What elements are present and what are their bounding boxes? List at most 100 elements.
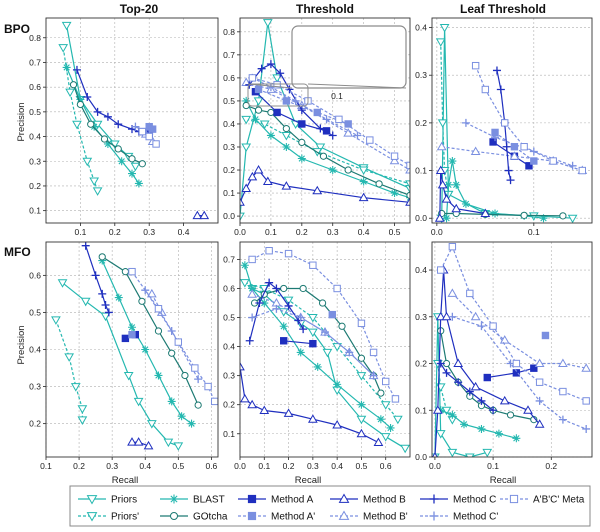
x-tick-label: 0.0 xyxy=(234,227,246,237)
series-line xyxy=(144,289,199,380)
point-triangle-up xyxy=(558,358,568,368)
series-method-a xyxy=(280,337,317,348)
point-square xyxy=(210,397,218,406)
x-tick-label: 0.2 xyxy=(109,227,121,237)
point-triangle-down xyxy=(332,343,343,352)
point-triangle-up xyxy=(240,197,245,206)
point-triangle-down xyxy=(356,372,367,381)
point-square xyxy=(483,373,491,382)
point-triangle-up xyxy=(373,437,384,446)
point-triangle-up xyxy=(143,440,154,450)
point-asterisk xyxy=(177,412,186,421)
series-line xyxy=(440,245,587,402)
point-triangle-down xyxy=(439,24,450,33)
point-triangle-up xyxy=(127,437,137,446)
point-square xyxy=(328,310,336,319)
point-plus xyxy=(454,378,463,387)
point-triangle-down xyxy=(240,279,250,288)
point-asterisk xyxy=(333,380,342,389)
point-asterisk xyxy=(376,415,385,424)
ylabel-mfo: Precision xyxy=(16,325,27,364)
series-blast xyxy=(436,406,521,443)
point-triangle-up xyxy=(480,208,491,217)
point-triangle-down xyxy=(80,297,91,307)
point-square xyxy=(247,494,257,504)
panel-mfo-top-20: 0.1 0.2 0.3 0.4 0.5 0.6 0.2 0.3 0.4 0.5 0.6 xyxy=(29,241,219,471)
point-asterisk xyxy=(296,348,305,357)
point-triangle-up xyxy=(338,493,350,503)
y-tick-label: 0.3 xyxy=(223,371,235,381)
point-plus xyxy=(461,118,470,127)
point-plus xyxy=(322,115,331,124)
point-circle xyxy=(344,166,352,174)
point-circle xyxy=(100,135,109,143)
point-plus xyxy=(103,112,112,121)
series-method-c- xyxy=(461,118,577,170)
point-asterisk xyxy=(444,180,453,189)
x-tick-label: 0.1 xyxy=(528,227,540,237)
point-asterisk xyxy=(279,322,288,331)
point-square xyxy=(145,132,153,141)
point-square xyxy=(582,397,590,405)
series-line xyxy=(283,340,313,345)
point-square xyxy=(335,115,343,124)
point-square xyxy=(248,74,257,82)
series-method-b- xyxy=(447,288,592,372)
series-line xyxy=(101,260,192,425)
point-triangle-down xyxy=(86,495,98,505)
legend-item-method-c-: Method C' xyxy=(420,511,498,523)
point-asterisk xyxy=(452,180,461,189)
point-square xyxy=(535,378,544,386)
point-plus xyxy=(91,271,100,280)
point-asterisk xyxy=(134,179,143,188)
point-asterisk xyxy=(103,139,112,148)
point-asterisk xyxy=(128,169,136,178)
point-triangle-down xyxy=(70,383,81,392)
point-plus xyxy=(442,368,451,377)
point-triangle-up xyxy=(432,451,438,457)
point-square xyxy=(530,157,538,165)
point-asterisk xyxy=(436,406,445,415)
y-tick-label: 0.0 xyxy=(415,213,427,223)
point-triangle-down xyxy=(57,279,68,288)
point-plus xyxy=(114,120,123,129)
legend-label: Priors xyxy=(111,495,137,506)
series-gotcha xyxy=(69,81,146,168)
point-square xyxy=(148,125,157,133)
x-tick-label: 0.5 xyxy=(356,461,368,471)
point-triangle-up xyxy=(389,155,400,165)
y-tick-label: 0.1 xyxy=(223,429,235,439)
point-circle xyxy=(267,108,275,117)
point-plus xyxy=(194,375,203,384)
x-tick-label: 0.5 xyxy=(172,461,184,471)
point-circle xyxy=(154,327,163,335)
point-asterisk xyxy=(359,177,368,186)
point-triangle-up xyxy=(434,213,445,222)
series-method-b xyxy=(434,165,491,222)
point-plus xyxy=(257,64,266,73)
y-tick-label: 0.1 xyxy=(223,188,235,198)
legend-label: Method C' xyxy=(453,512,498,523)
point-square xyxy=(466,289,474,298)
series-line xyxy=(465,122,573,167)
panel-bpo-top-20: 0.1 0.2 0.3 0.4 0.1 0.2 0.3 0.4 0.5 0.6 0.7 0.8 xyxy=(29,17,219,237)
point-plus xyxy=(98,289,107,298)
point-triangle-down xyxy=(77,416,88,425)
ylabel-bpo: Precision xyxy=(16,102,27,141)
point-triangle-up xyxy=(281,181,292,190)
point-square xyxy=(578,166,587,175)
point-triangle-down xyxy=(272,74,282,83)
y-tick-label: 0.4 xyxy=(415,23,427,33)
point-circle xyxy=(406,191,410,199)
point-triangle-up xyxy=(437,179,448,189)
inset-frame xyxy=(291,25,407,89)
point-asterisk xyxy=(448,157,457,166)
panel-mfo-leaf-threshold: 0.0 0.1 0.2 0.0 0.1 0.2 0.3 0.4 xyxy=(415,241,593,471)
y-tick-label: 0.2 xyxy=(415,118,427,128)
point-circle xyxy=(168,349,176,357)
point-triangle-down xyxy=(253,97,264,106)
point-square xyxy=(333,284,341,293)
point-triangle-up xyxy=(470,146,481,155)
point-asterisk xyxy=(128,323,136,332)
xlabel-leaf-threshold: Recall xyxy=(490,475,516,486)
